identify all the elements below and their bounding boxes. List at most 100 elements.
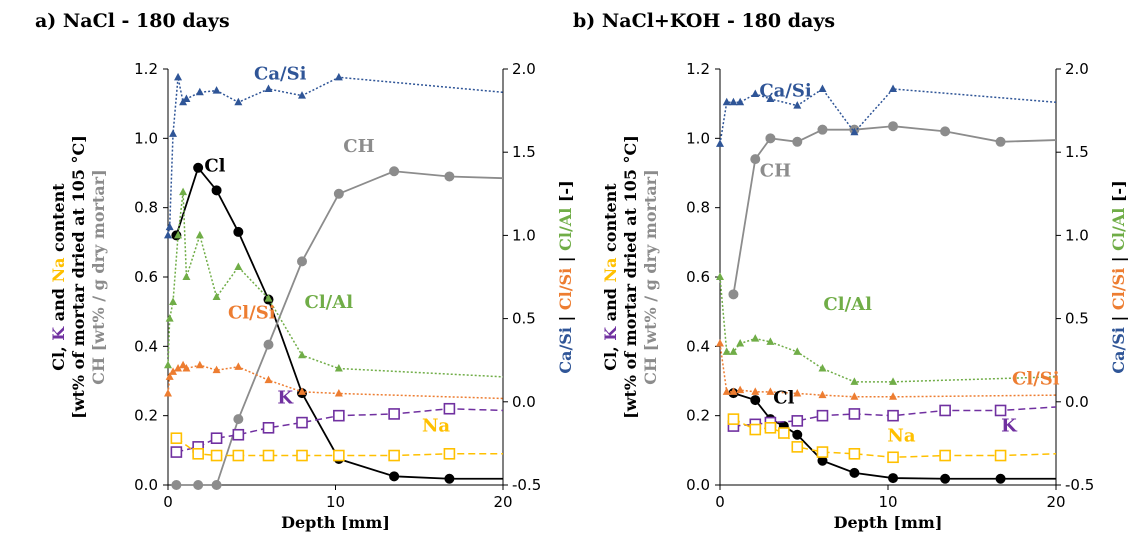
data-point-Ca/Si bbox=[736, 97, 745, 106]
data-point-Cl/Si bbox=[264, 375, 273, 384]
data-point-Cl bbox=[389, 471, 400, 482]
data-point-Na bbox=[192, 447, 204, 460]
y2-tick-label: 2.0 bbox=[1065, 60, 1089, 78]
data-point-Na bbox=[443, 447, 456, 460]
y2-axis-label: Ca/Si | Cl/Si | Cl/Al [-] bbox=[556, 180, 575, 373]
data-point-Na bbox=[887, 451, 899, 464]
data-point-Cl/Si bbox=[729, 387, 738, 395]
y-axis-label-line3-part-0: CH [wt% / g dry mortar] bbox=[641, 169, 660, 384]
y2-tick-label: -0.5 bbox=[512, 476, 541, 494]
series-line-Cl/Al bbox=[167, 192, 504, 378]
data-point-CH bbox=[333, 188, 344, 199]
data-point-Ca/Si bbox=[165, 222, 174, 231]
y-tick-label: 0.8 bbox=[134, 199, 158, 217]
data-point-K bbox=[296, 416, 308, 429]
series-na bbox=[727, 413, 1057, 464]
y-axis-label-line1-part-3: and bbox=[49, 283, 68, 327]
series-cl-al bbox=[164, 187, 504, 378]
series-line-K bbox=[733, 406, 1057, 427]
data-point-Na bbox=[296, 449, 308, 462]
series-line-Cl bbox=[175, 165, 503, 480]
data-point-CH bbox=[792, 136, 803, 147]
series-annotation-ch: CH bbox=[343, 136, 374, 157]
y-axis-label-line1: Cl, K and Na content bbox=[601, 183, 620, 371]
data-point-Ca/Si bbox=[174, 72, 183, 81]
series-cl-al bbox=[716, 272, 1057, 385]
data-point-CH bbox=[765, 133, 776, 144]
y-axis-label-line1-part-2: K bbox=[601, 326, 620, 341]
data-point-CH bbox=[728, 289, 739, 300]
data-point-Cl/Al bbox=[179, 187, 188, 196]
data-point-Cl/Si bbox=[195, 360, 204, 369]
y-tick-label: 0.2 bbox=[686, 407, 710, 425]
y-tick-label: 1.0 bbox=[686, 129, 710, 147]
y2-axis-label-part-0: Ca/Si bbox=[1109, 327, 1128, 374]
y2-axis-label-part-2: Cl/Si bbox=[556, 268, 575, 310]
series-annotation-ch: CH bbox=[760, 160, 791, 181]
y-tick-label: 1.2 bbox=[686, 60, 710, 78]
data-point-Cl/Al bbox=[164, 360, 172, 369]
data-point-Cl/Al bbox=[264, 294, 273, 302]
data-point-Na bbox=[262, 449, 275, 462]
y2-axis-label-part-2: Cl/Si bbox=[1109, 268, 1128, 310]
data-point-CH bbox=[233, 414, 244, 425]
series-cl-si bbox=[716, 339, 1057, 400]
chart-title: b) NaCl+KOH - 180 days bbox=[573, 10, 835, 32]
y2-axis-label-part-3: | bbox=[1109, 251, 1128, 268]
data-point-Na bbox=[749, 423, 762, 436]
y-axis-label-line1-part-1: , bbox=[49, 341, 68, 352]
data-point-Na bbox=[727, 413, 740, 425]
data-point-K bbox=[388, 408, 400, 420]
data-point-Ca/Si bbox=[212, 86, 221, 94]
data-point-Cl bbox=[995, 473, 1006, 484]
data-point-Cl bbox=[444, 473, 455, 484]
y-tick-label: 0.6 bbox=[686, 268, 710, 286]
data-point-Cl/Si bbox=[298, 387, 306, 395]
data-point-Cl bbox=[193, 162, 204, 173]
series-cl-si bbox=[164, 360, 504, 400]
y-axis-label-line1-part-5: content bbox=[601, 183, 620, 258]
chart-panel-b: b) NaCl+KOH - 180 days 0.0 0.2 0.4 0.6 0.8 1.0… bbox=[573, 10, 1128, 532]
data-point-Ca/Si bbox=[722, 97, 731, 106]
data-point-Ca/Si bbox=[850, 127, 859, 136]
data-point-Na bbox=[816, 446, 829, 458]
series-line-K bbox=[176, 407, 504, 453]
y2-axis-label-part-4: Cl/Al bbox=[1109, 208, 1128, 251]
data-point-Ca/Si bbox=[169, 129, 178, 137]
y-axis-label-line2: [wt% of mortar dried at 105 °C] bbox=[69, 135, 88, 419]
data-point-Cl/Al bbox=[889, 377, 898, 385]
data-point-CH bbox=[817, 124, 828, 135]
data-point-Ca/Si bbox=[298, 91, 306, 99]
data-point-Ca/Si bbox=[751, 89, 760, 97]
y2-axis-label: Ca/Si | Cl/Si | Cl/Al [-] bbox=[1109, 180, 1128, 373]
data-point-Cl/Al bbox=[298, 350, 306, 359]
data-point-Cl/Si bbox=[174, 364, 183, 372]
data-point-CH bbox=[263, 339, 274, 350]
series-ch bbox=[728, 121, 1057, 300]
series-annotation-cl: Cl bbox=[204, 155, 225, 176]
series-annotation-cl: Cl bbox=[773, 388, 794, 409]
data-point-Na bbox=[994, 449, 1007, 462]
data-point-Cl/Si bbox=[212, 365, 221, 374]
y-axis-label-line1: Cl, K and Na content bbox=[49, 183, 68, 371]
y2-axis-label-part-1: | bbox=[556, 310, 575, 327]
data-point-Ca/Si bbox=[716, 139, 724, 147]
y2-tick-label: 0.0 bbox=[512, 393, 536, 411]
y-tick-label: 0.4 bbox=[134, 337, 158, 355]
data-point-Cl/Si bbox=[334, 388, 343, 397]
y2-axis-label-part-4: Cl/Al bbox=[556, 208, 575, 251]
y2-axis-label-part-3: | bbox=[556, 251, 575, 268]
y2-tick-label: 1.0 bbox=[1065, 226, 1089, 244]
y-axis-label: Cl, K and Na content[wt% of mortar dried… bbox=[601, 135, 660, 419]
data-point-CH bbox=[750, 154, 761, 165]
data-point-Cl bbox=[888, 473, 899, 484]
data-point-CH bbox=[995, 136, 1006, 147]
x-tick-label: 0 bbox=[715, 493, 725, 511]
data-point-Ca/Si bbox=[334, 72, 343, 81]
data-point-Na bbox=[848, 447, 861, 460]
data-point-Cl bbox=[940, 473, 951, 484]
data-point-Na bbox=[232, 449, 245, 462]
data-point-Cl/Al bbox=[174, 230, 183, 239]
data-point-Cl/Si bbox=[850, 392, 859, 400]
chart-panel-a: a) NaCl - 180 days 0.0 0.2 0.4 0.6 0.8 1.0 1.2 -… bbox=[35, 10, 575, 532]
